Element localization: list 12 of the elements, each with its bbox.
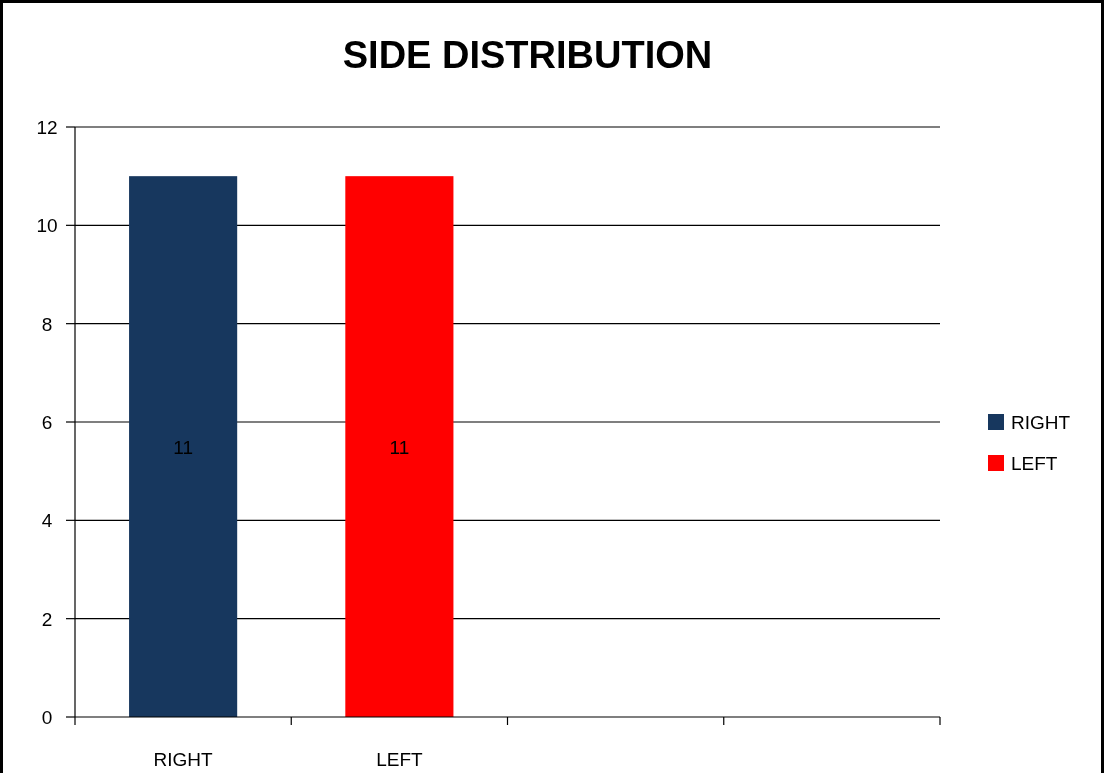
chart-title: SIDE DISTRIBUTION — [342, 34, 713, 76]
data-label: 11 — [389, 436, 410, 458]
y-tick-label: 12 — [36, 117, 58, 138]
y-tick-label: 10 — [36, 215, 58, 237]
y-tick-label: 0 — [41, 707, 53, 728]
legend-label: RIGHT — [1011, 412, 1071, 433]
y-tick-label: 2 — [41, 608, 53, 630]
data-label: 11 — [173, 436, 193, 458]
y-tick-label: 6 — [41, 412, 53, 433]
y-tick-label: 8 — [41, 313, 53, 335]
y-tick-label: 4 — [41, 510, 53, 532]
legend-label: LEFT — [1011, 453, 1058, 474]
